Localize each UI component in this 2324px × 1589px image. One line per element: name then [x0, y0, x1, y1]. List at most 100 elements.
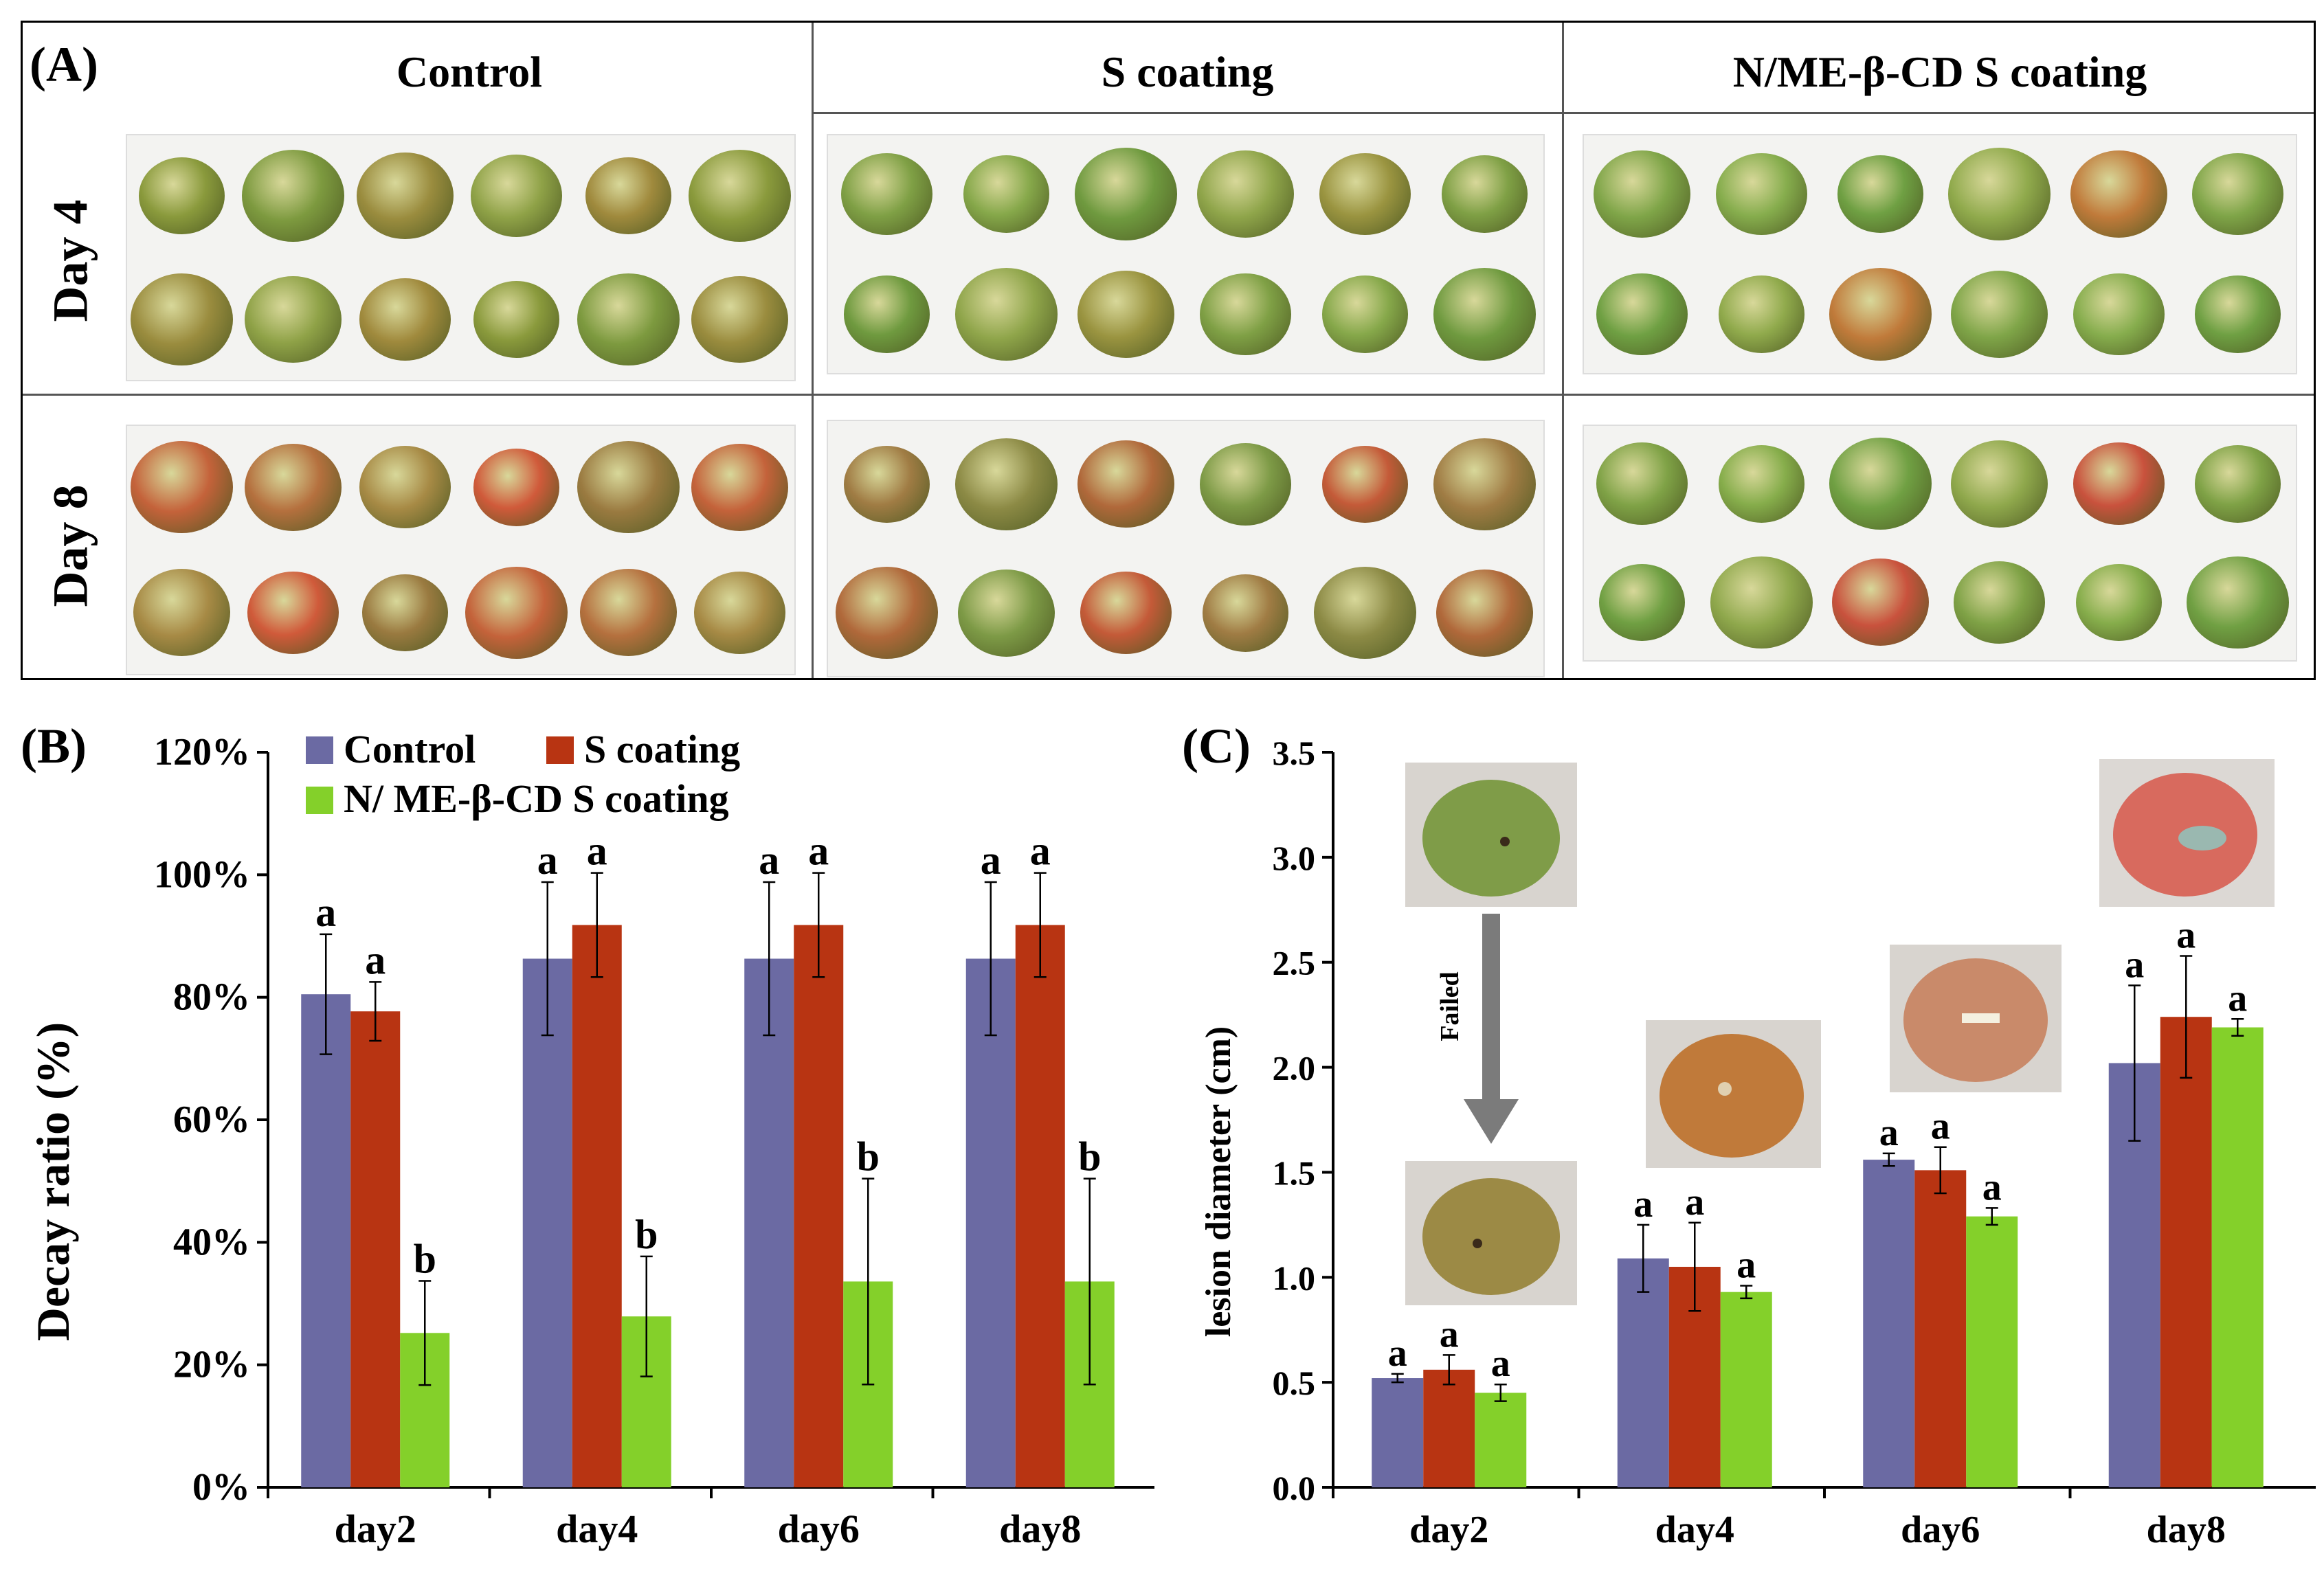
- significance-letter: a: [365, 937, 386, 982]
- significance-letter: a: [587, 829, 607, 874]
- bar-s-coating-day6: [794, 925, 844, 1487]
- tomato: [242, 149, 345, 243]
- tomato: [247, 571, 339, 654]
- tomato: [1718, 445, 1805, 523]
- legend-swatch-s-coating: [546, 736, 574, 764]
- tomato: [957, 569, 1055, 657]
- inset-tomato-green: [1405, 763, 1577, 907]
- photo-s-coating-day8: [827, 420, 1545, 677]
- bar-n-me-cd-s-coating-day8: [2211, 1027, 2264, 1487]
- significance-letter: a: [981, 837, 1001, 883]
- tomato: [471, 155, 563, 237]
- tomato: [954, 268, 1058, 361]
- bar-control-day2: [1372, 1378, 1424, 1487]
- tomato: [1314, 567, 1417, 660]
- significance-letter: a: [2125, 943, 2144, 986]
- y-tick-label: 0.0: [1273, 1469, 1316, 1507]
- bar-n-me-cd-s-coating-day4: [1720, 1292, 1772, 1487]
- tomato: [689, 149, 792, 243]
- significance-letter: a: [2176, 914, 2195, 957]
- tomato: [585, 157, 671, 235]
- header-divider: [812, 112, 2314, 114]
- significance-letter: a: [1879, 1112, 1899, 1154]
- bar-s-coating-day4: [572, 925, 622, 1487]
- y-tick-label: 3.0: [1273, 839, 1316, 877]
- tomato: [359, 278, 451, 361]
- significance-letter: b: [857, 1134, 880, 1180]
- y-tick-label: 80%: [173, 976, 250, 1019]
- photo-control-day8: [126, 425, 796, 675]
- y-tick-label: 120%: [154, 731, 250, 774]
- y-tick-label: 20%: [173, 1344, 250, 1386]
- tomato: [361, 574, 448, 651]
- tomato: [577, 273, 680, 366]
- tomato: [840, 153, 932, 236]
- inset-tomato-day6: [1890, 945, 2062, 1092]
- bar-n-me-cd-s-coating-day2: [1475, 1393, 1527, 1487]
- bar-control-day4: [1617, 1258, 1669, 1487]
- legend-label-s-coating: S coating: [584, 727, 740, 771]
- tomato: [963, 155, 1049, 233]
- photo-control-day4: [126, 134, 796, 381]
- tomato: [130, 441, 233, 534]
- tomato: [2072, 273, 2165, 356]
- tomato: [473, 449, 560, 526]
- bar-s-coating-day2: [1423, 1369, 1475, 1487]
- tomato: [465, 566, 568, 659]
- significance-letter: a: [1685, 1181, 1704, 1224]
- photo-nme-coating-day4: [1583, 134, 2297, 374]
- significance-letter: b: [635, 1212, 658, 1257]
- tomato: [2191, 153, 2283, 236]
- tomato: [1837, 155, 1923, 233]
- column-header-nme-coating: N/ME-β-CD S coating: [1732, 47, 2147, 96]
- y-tick-label: 2.0: [1273, 1049, 1316, 1087]
- panel-a-label: (A): [30, 37, 98, 92]
- significance-letter: a: [1982, 1166, 2002, 1208]
- tomato: [843, 445, 930, 523]
- tomato: [2194, 445, 2281, 523]
- x-tick-label: day6: [1901, 1509, 1980, 1551]
- inset-tomato-day2: [1405, 1161, 1577, 1305]
- tomato: [1200, 442, 1292, 526]
- tomato: [130, 273, 233, 366]
- bar-s-coating-day2: [350, 1011, 401, 1487]
- significance-letter: a: [2228, 977, 2247, 1019]
- tomato: [1433, 438, 1537, 530]
- tomato: [1594, 150, 1691, 238]
- bar-s-coating-day8: [2160, 1017, 2212, 1487]
- significance-letter: a: [1633, 1183, 1653, 1226]
- tomato: [691, 275, 789, 363]
- tomato: [359, 446, 451, 529]
- column-header-control: Control: [396, 47, 543, 96]
- tomato: [1442, 155, 1528, 233]
- decay-ratio-chart: (B) Decay ratio (%) 0% 20% 40% 60% 80% 100% 12…: [21, 719, 1154, 1551]
- tomato: [473, 280, 560, 359]
- tomato: [1829, 438, 1932, 530]
- tomato: [691, 443, 789, 531]
- y-tick-label: 3.5: [1273, 734, 1316, 772]
- tomato: [954, 438, 1058, 530]
- tomato: [2070, 150, 2167, 238]
- bar-control-day4: [522, 958, 572, 1487]
- tomato: [1718, 275, 1805, 353]
- lesion-diameter-chart: (C) lesion diameter (cm) 0.0 0.5 1.0 1.5 2.0…: [1182, 719, 2316, 1551]
- bar-control-day6: [744, 958, 794, 1487]
- y-tick-label: 0%: [192, 1466, 250, 1509]
- significance-letter: b: [1078, 1134, 1101, 1180]
- significance-letter: a: [1440, 1313, 1459, 1355]
- inset-tomato-day8: [2099, 759, 2275, 907]
- photo-nme-coating-day8: [1583, 425, 2297, 662]
- tomato: [245, 275, 342, 363]
- tomato: [1203, 574, 1289, 652]
- tomato: [1948, 148, 2051, 240]
- legend-swatch-control: [306, 736, 333, 764]
- panel-b-label: (B): [21, 719, 87, 774]
- tomato: [138, 157, 225, 235]
- tomato: [356, 152, 454, 240]
- significance-letter: a: [1736, 1244, 1756, 1287]
- tomato: [2194, 275, 2281, 353]
- y-tick-label: 1.5: [1273, 1153, 1316, 1192]
- row-label-day8: Day 8: [43, 484, 98, 607]
- tomato: [1200, 273, 1292, 356]
- significance-letter: a: [808, 829, 829, 874]
